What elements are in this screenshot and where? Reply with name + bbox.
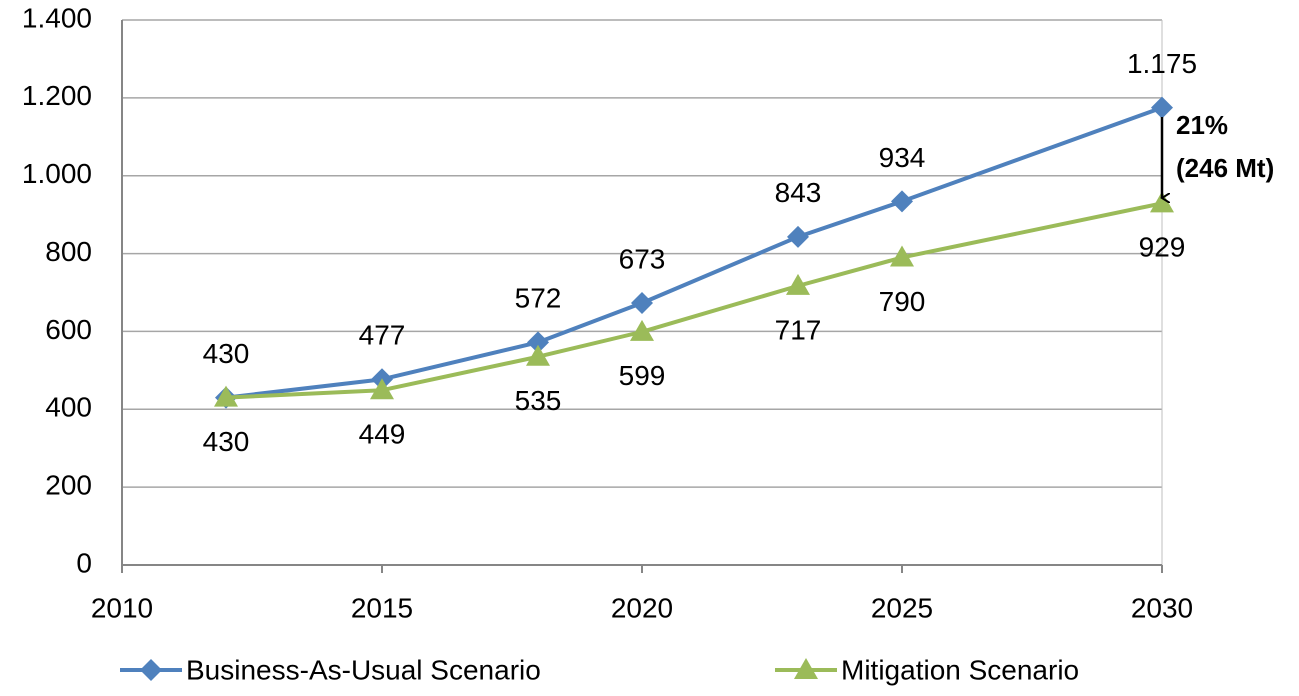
y-tick-label: 400 [45, 392, 92, 423]
legend-label: Mitigation Scenario [841, 654, 1079, 685]
x-tick-label: 2010 [91, 592, 153, 623]
series-marker [890, 245, 914, 267]
data-label: 673 [619, 243, 666, 274]
legend-label: Business-As-Usual Scenario [186, 654, 541, 685]
legend-marker [140, 659, 162, 681]
series-marker [527, 331, 549, 354]
y-tick-label: 0 [76, 547, 92, 578]
y-tick-label: 1.200 [22, 80, 92, 111]
data-label: 843 [775, 177, 822, 208]
x-tick-label: 2020 [611, 592, 673, 623]
data-label: 430 [203, 338, 250, 369]
data-label: 717 [775, 314, 822, 345]
data-label: 1.175 [1127, 48, 1197, 79]
data-label: 572 [515, 283, 562, 314]
series-marker [891, 190, 913, 213]
annotation: (246 Mt) [1176, 153, 1274, 183]
series-marker [370, 378, 394, 400]
series-marker [1151, 96, 1173, 119]
series-marker [526, 344, 550, 366]
data-label: 599 [619, 360, 666, 391]
data-label: 477 [359, 320, 406, 351]
data-label: 934 [879, 142, 926, 173]
data-label: 929 [1139, 232, 1186, 263]
y-tick-label: 200 [45, 470, 92, 501]
series-marker [630, 319, 654, 341]
y-tick-label: 600 [45, 314, 92, 345]
annotation: 21% [1176, 110, 1228, 140]
data-label: 790 [879, 286, 926, 317]
x-tick-label: 2030 [1131, 592, 1193, 623]
series-marker [631, 292, 653, 315]
y-tick-label: 1.000 [22, 158, 92, 189]
data-label: 449 [359, 419, 406, 450]
y-tick-label: 1.400 [22, 2, 92, 33]
data-label: 430 [203, 426, 250, 457]
series-line [225, 201, 1163, 400]
series-marker [787, 225, 809, 248]
series-marker [786, 273, 810, 295]
series-marker [214, 385, 238, 407]
x-tick-label: 2015 [351, 592, 413, 623]
data-label: 535 [515, 385, 562, 416]
series-line [225, 105, 1163, 400]
x-tick-label: 2025 [871, 592, 933, 623]
y-tick-label: 800 [45, 236, 92, 267]
legend-marker [794, 658, 818, 679]
